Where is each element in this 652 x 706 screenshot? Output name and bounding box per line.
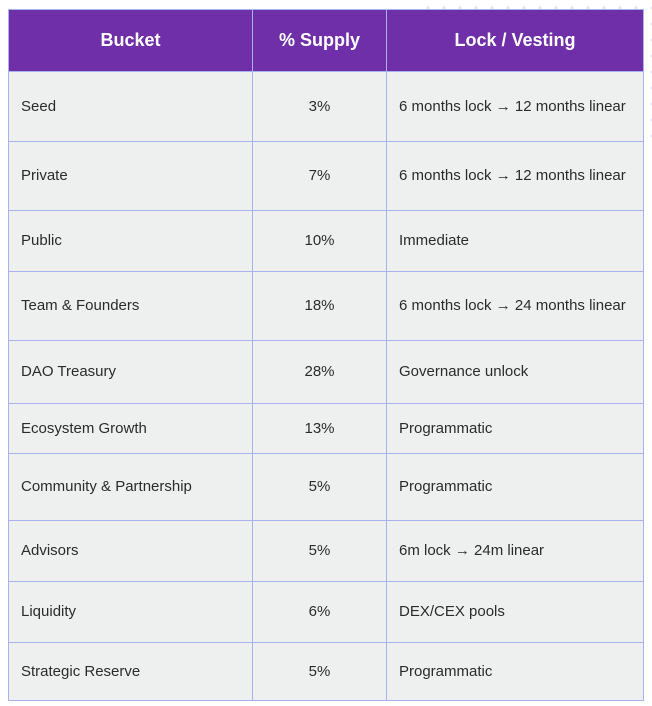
supply-cell: 28% <box>252 340 387 404</box>
table-row: Community & Partnership 5% Programmatic <box>8 453 644 521</box>
table-row: Private 7% 6 months lock → 12 months lin… <box>8 141 644 211</box>
vesting-cell: Programmatic <box>386 642 644 701</box>
bucket-cell: Private <box>8 141 253 211</box>
supply-cell: 13% <box>252 403 387 454</box>
supply-cell: 7% <box>252 141 387 211</box>
vesting-cell: DEX/CEX pools <box>386 581 644 643</box>
bucket-cell: DAO Treasury <box>8 340 253 404</box>
bucket-cell: Ecosystem Growth <box>8 403 253 454</box>
table-row: Liquidity 6% DEX/CEX pools <box>8 581 644 643</box>
header-bucket: Bucket <box>8 9 253 72</box>
bucket-cell: Team & Founders <box>8 271 253 341</box>
supply-cell: 10% <box>252 210 387 272</box>
supply-cell: 5% <box>252 520 387 582</box>
bucket-cell: Strategic Reserve <box>8 642 253 701</box>
bucket-cell: Public <box>8 210 253 272</box>
table-row: Ecosystem Growth 13% Programmatic <box>8 403 644 454</box>
bucket-cell: Seed <box>8 71 253 142</box>
vesting-cell: Immediate <box>386 210 644 272</box>
supply-cell: 5% <box>252 642 387 701</box>
vesting-cell: 6 months lock → 12 months linear <box>386 71 644 142</box>
supply-cell: 18% <box>252 271 387 341</box>
bucket-cell: Liquidity <box>8 581 253 643</box>
header-supply: % Supply <box>252 9 387 72</box>
table-row: Public 10% Immediate <box>8 210 644 272</box>
header-vesting: Lock / Vesting <box>386 9 644 72</box>
header-row: Bucket % Supply Lock / Vesting <box>8 9 644 72</box>
bucket-cell: Community & Partnership <box>8 453 253 521</box>
bucket-cell: Advisors <box>8 520 253 582</box>
table-row: Strategic Reserve 5% Programmatic <box>8 642 644 701</box>
table-row: DAO Treasury 28% Governance unlock <box>8 340 644 404</box>
vesting-cell: 6m lock → 24m linear <box>386 520 644 582</box>
supply-cell: 5% <box>252 453 387 521</box>
vesting-cell: Programmatic <box>386 403 644 454</box>
vesting-cell: Programmatic <box>386 453 644 521</box>
vesting-cell: Governance unlock <box>386 340 644 404</box>
supply-cell: 6% <box>252 581 387 643</box>
table-row: Team & Founders 18% 6 months lock → 24 m… <box>8 271 644 341</box>
supply-cell: 3% <box>252 71 387 142</box>
vesting-cell: 6 months lock → 24 months linear <box>386 271 644 341</box>
vesting-cell: 6 months lock → 12 months linear <box>386 141 644 211</box>
table-row: Advisors 5% 6m lock → 24m linear <box>8 520 644 582</box>
token-allocation-table: Bucket % Supply Lock / Vesting Seed 3% 6… <box>8 9 644 701</box>
table-row: Seed 3% 6 months lock → 12 months linear <box>8 71 644 142</box>
